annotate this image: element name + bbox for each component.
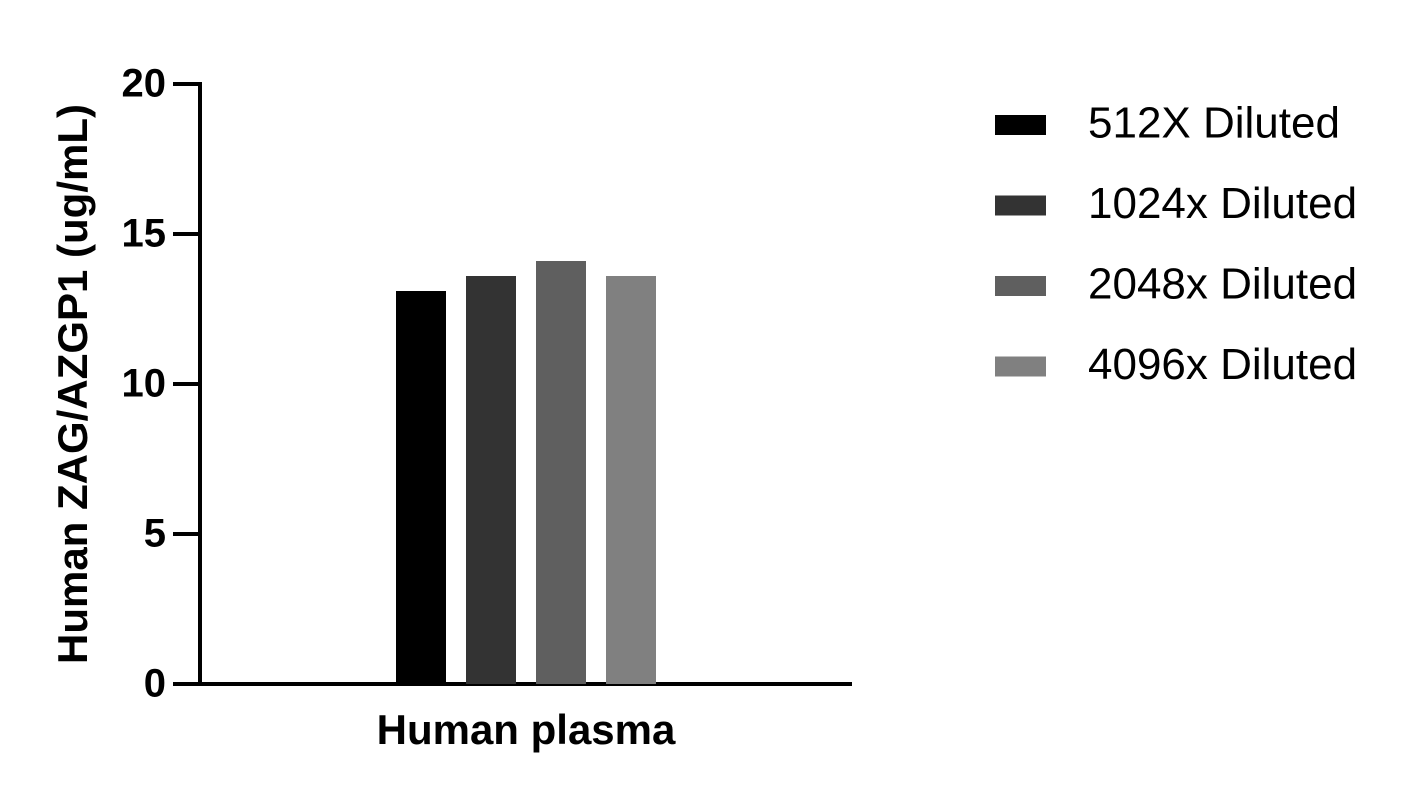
legend-swatch — [995, 356, 1046, 377]
legend-label: 4096x Diluted — [1088, 340, 1357, 389]
legend-label: 2048x Diluted — [1088, 260, 1357, 309]
x-tick-label: Human plasma — [377, 706, 676, 753]
bar — [466, 276, 516, 684]
y-tick-label: 20 — [122, 62, 167, 106]
y-axis-title: Human ZAG/AZGP1 (ug/mL) — [49, 104, 96, 664]
legend-label: 512X Diluted — [1088, 99, 1340, 148]
y-tick-label: 15 — [122, 212, 167, 256]
y-tick-label: 0 — [144, 662, 166, 706]
legend-swatch — [995, 115, 1046, 135]
legend-label: 1024x Diluted — [1088, 179, 1357, 228]
legend-swatch — [995, 195, 1046, 216]
bar — [536, 261, 586, 684]
legend-swatch — [995, 276, 1046, 296]
y-tick-label: 10 — [122, 362, 167, 406]
bar — [606, 276, 656, 684]
bar — [396, 291, 446, 684]
y-tick-label: 5 — [144, 512, 166, 556]
